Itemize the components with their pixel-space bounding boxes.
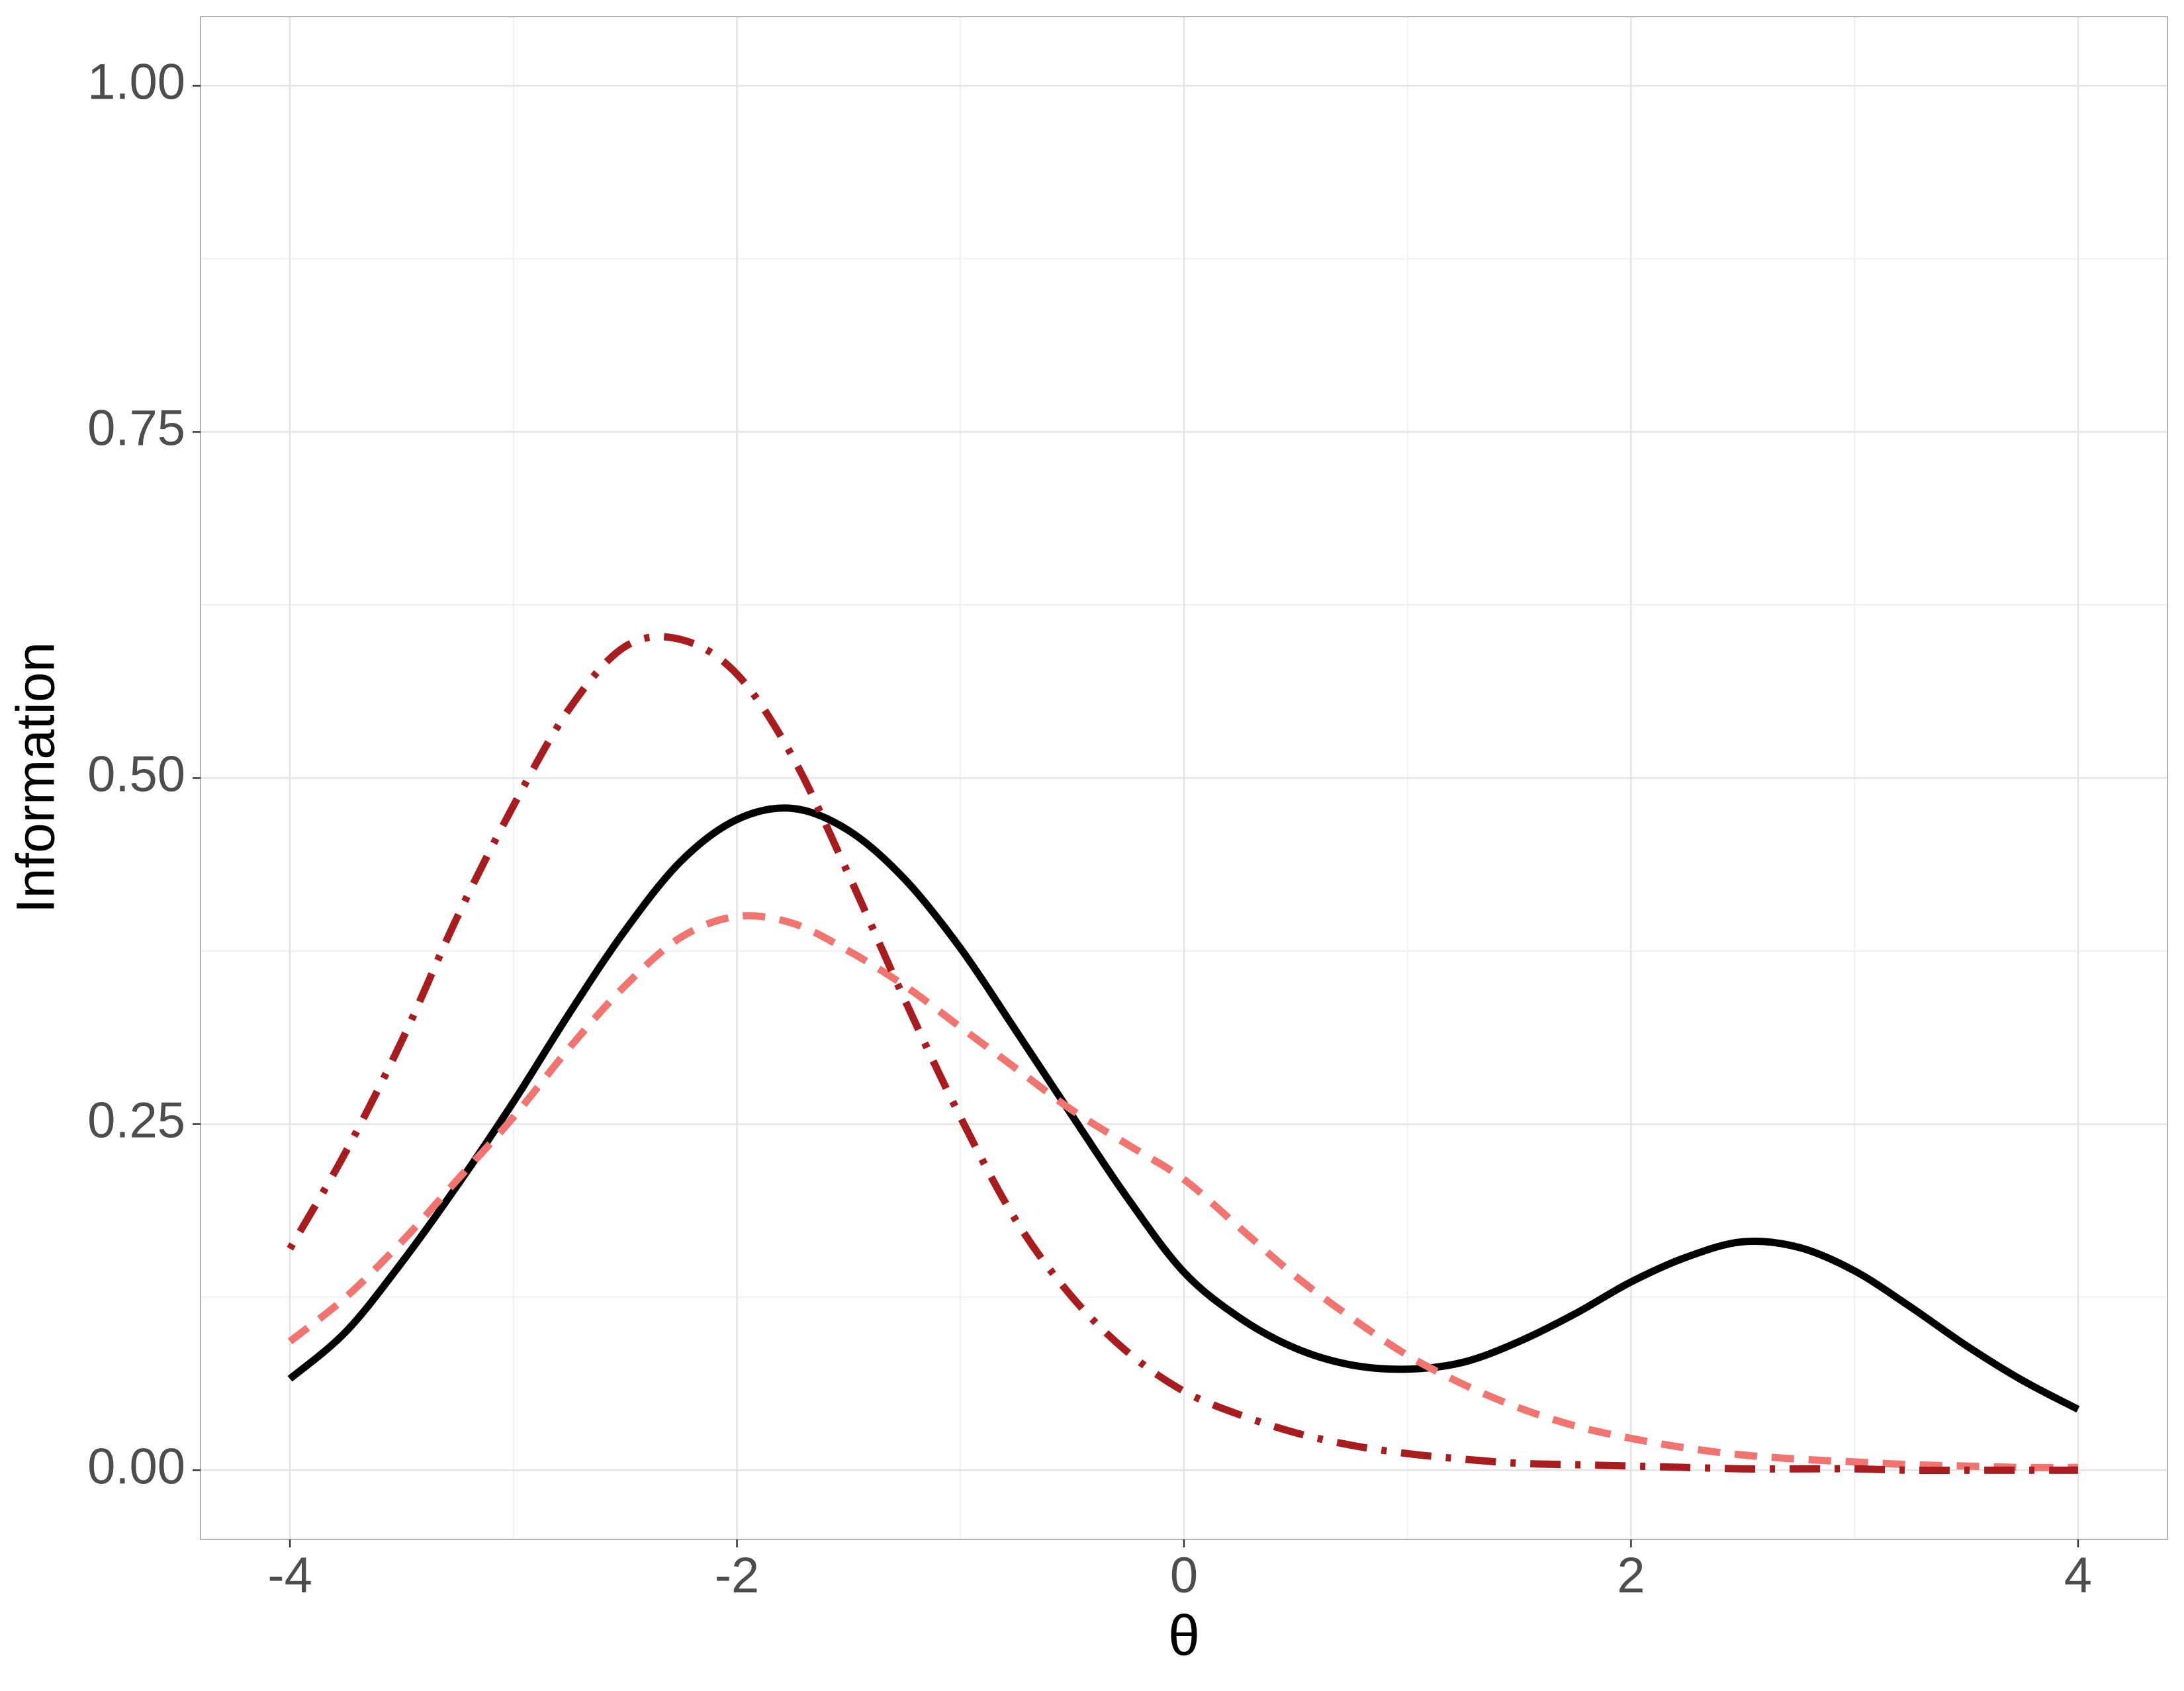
x-tick-label: 0 bbox=[1170, 1547, 1198, 1604]
y-tick-label: 0.50 bbox=[87, 747, 185, 803]
y-tick-label: 0.00 bbox=[87, 1438, 185, 1494]
x-tick-label: 2 bbox=[1617, 1547, 1645, 1604]
y-axis-title: Information bbox=[6, 642, 66, 913]
y-tick-label: 1.00 bbox=[87, 54, 185, 111]
x-axis-title: θ bbox=[1168, 1604, 1200, 1668]
y-tick-label: 0.25 bbox=[87, 1093, 185, 1149]
tick-labels: -4 -2 0 2 4 0.00 0.25 0.50 0.75 1.00 bbox=[87, 54, 2092, 1604]
series-line bbox=[287, 804, 2080, 1413]
x-tick-label: -4 bbox=[267, 1547, 312, 1604]
lines bbox=[287, 633, 2080, 1475]
y-tick-label: 0.75 bbox=[87, 400, 185, 457]
series-line bbox=[287, 633, 2078, 1475]
series-line bbox=[287, 912, 2078, 1471]
x-tick-label: 4 bbox=[2064, 1547, 2092, 1604]
x-tick-label: -2 bbox=[715, 1547, 760, 1604]
